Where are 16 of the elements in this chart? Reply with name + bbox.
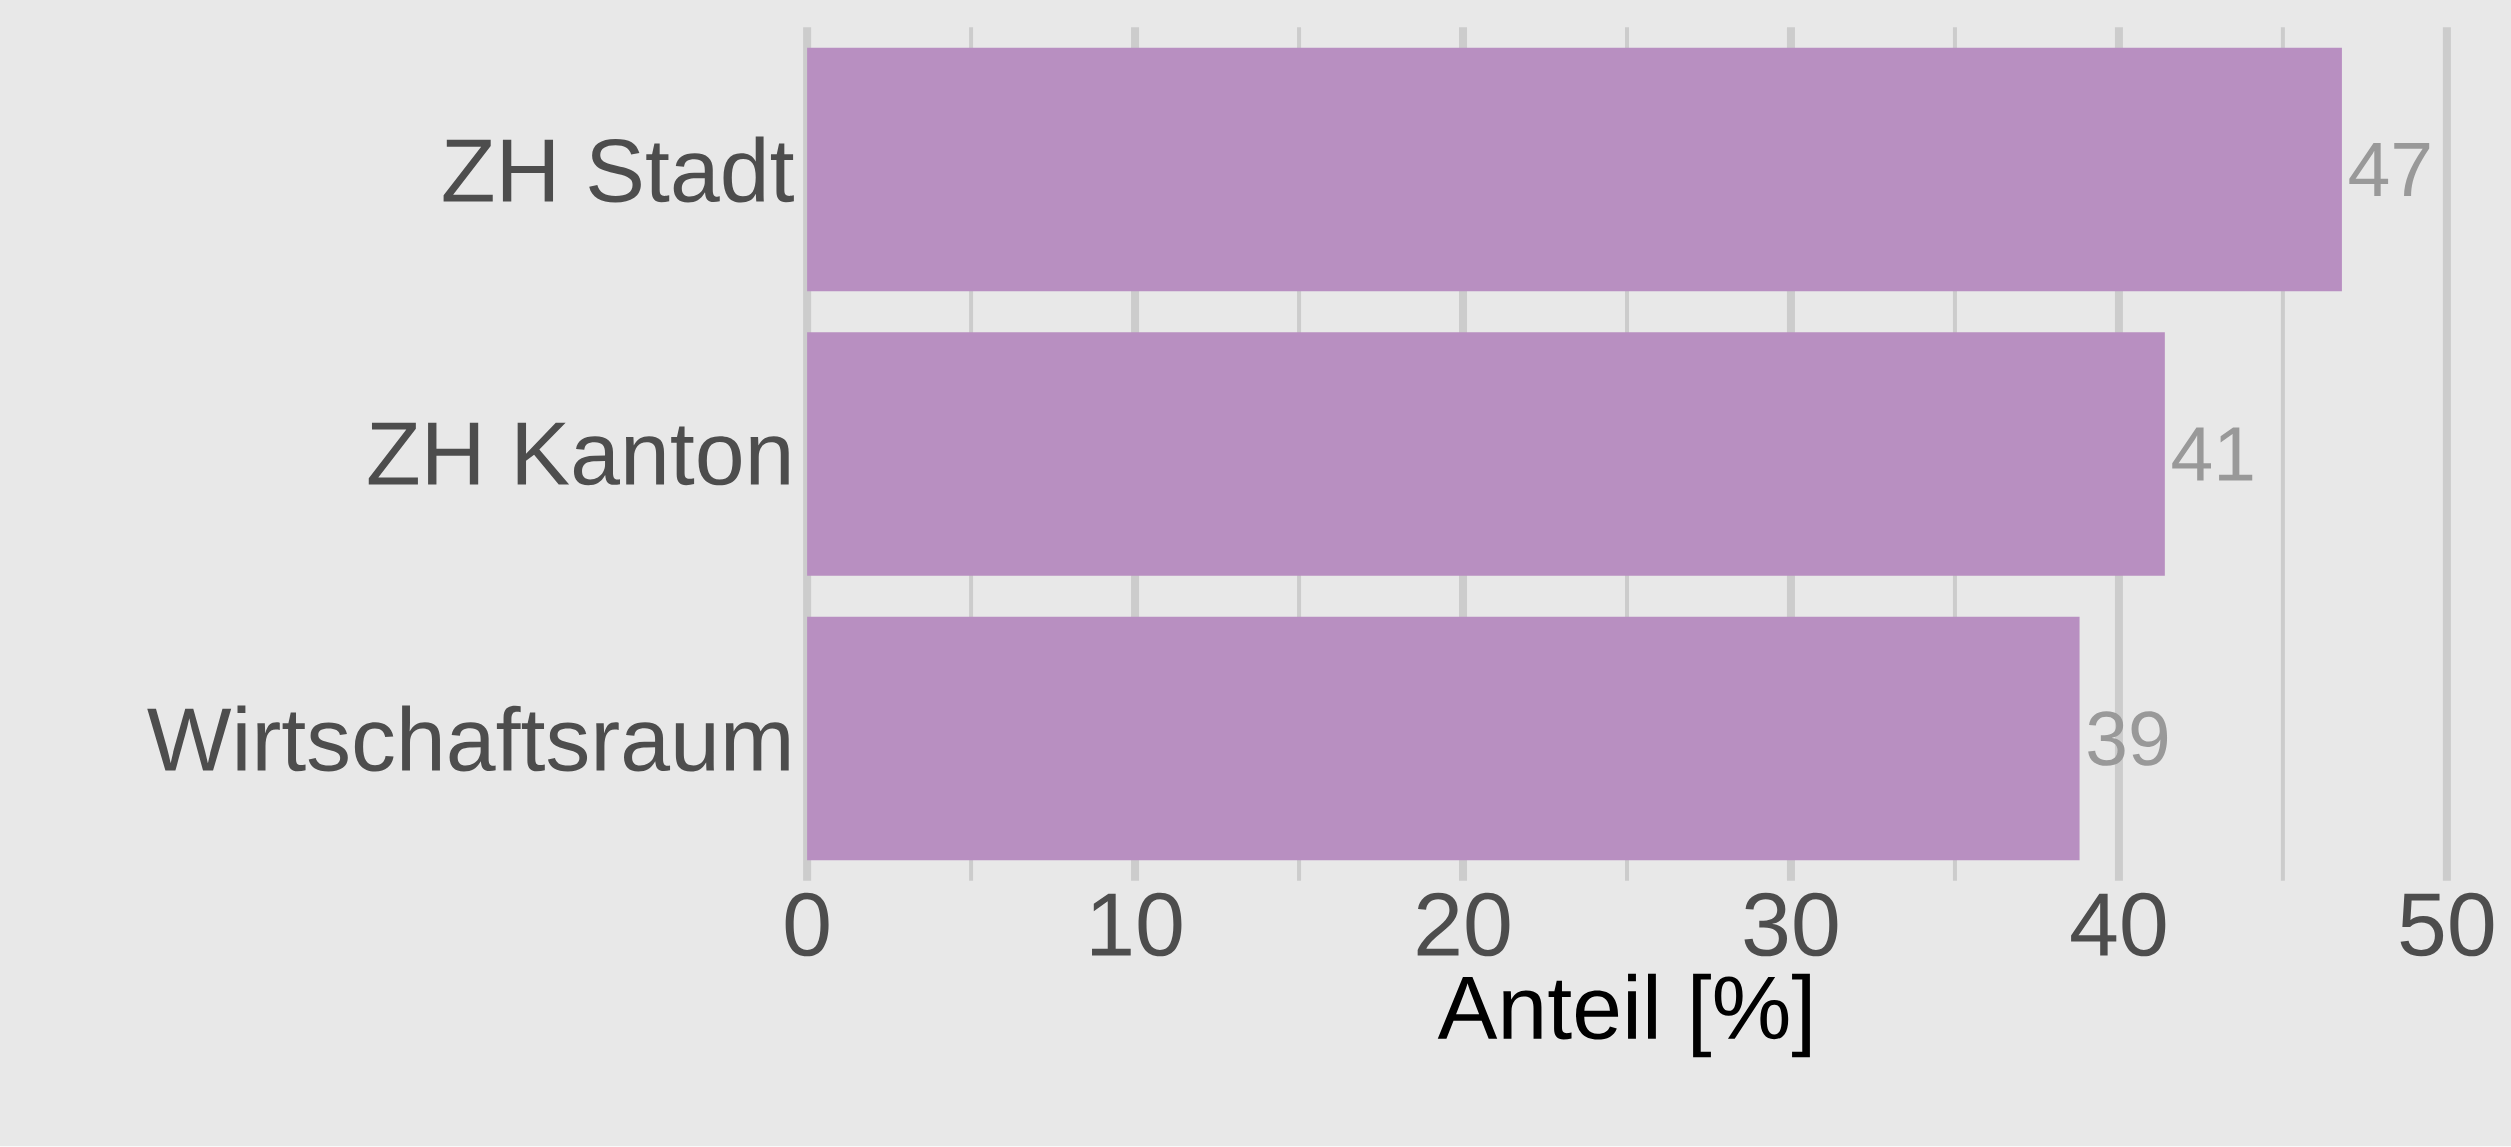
data-label: 47 [2349, 143, 2430, 197]
y-tick-label: Wirtschaftsraum [147, 705, 789, 772]
bar [807, 332, 2165, 576]
x-tick-label: 30 [1744, 893, 1838, 957]
y-tick-label: ZH Stadt [443, 136, 794, 203]
x-tick-label: 10 [1092, 893, 1182, 957]
y-tick-label: ZH Kanton [368, 422, 789, 486]
bar [807, 47, 2342, 292]
bar [807, 617, 2080, 861]
data-label: 41 [2172, 427, 2253, 481]
data-label: 39 [2088, 711, 2168, 766]
x-tick-label: 50 [2400, 893, 2494, 957]
x-tick-label: 0 [785, 893, 829, 957]
x-tick-label: 20 [1417, 893, 1510, 957]
x-tick-label: 40 [2071, 893, 2166, 957]
x-axis-title: Anteil [%] [1437, 973, 1810, 1058]
